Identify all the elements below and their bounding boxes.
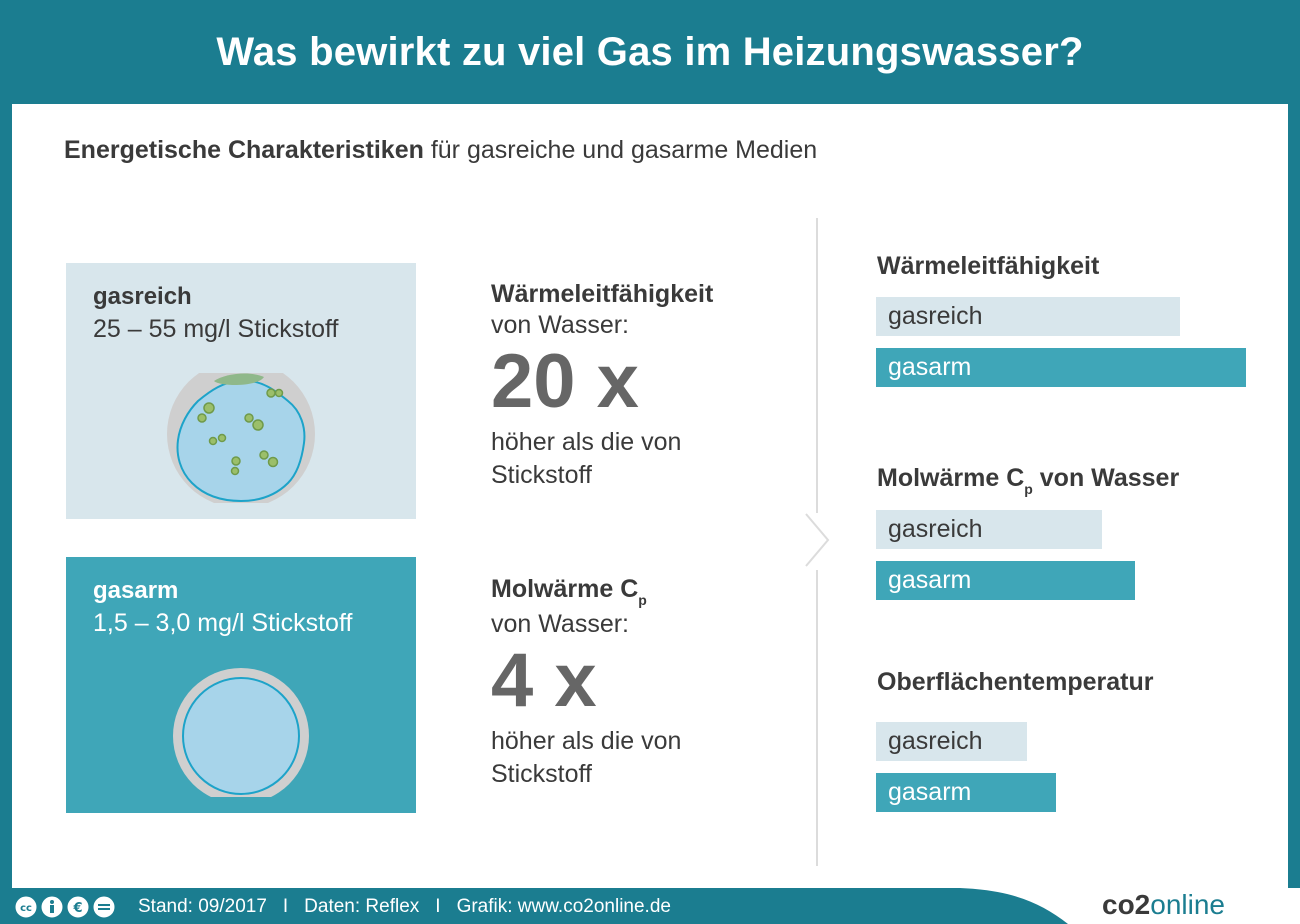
panel-value: 1,5 – 3,0 mg/l Stickstoff xyxy=(93,609,353,637)
footer-daten: Daten: Reflex xyxy=(304,896,420,917)
fact-heading: Molwärme Cp xyxy=(491,575,751,608)
metric-title: Wärmeleitfähigkeit xyxy=(877,252,1100,280)
chevron-right-icon xyxy=(805,513,830,567)
panel-name: gasarm xyxy=(93,577,179,604)
cc-license-icon: cc € xyxy=(14,895,116,919)
logo-part-b: online xyxy=(1150,889,1225,920)
logo-part-a: co2 xyxy=(1102,889,1151,920)
gas-rich-water-icon xyxy=(167,373,315,503)
fact-sub: von Wasser: xyxy=(491,311,630,339)
svg-text:cc: cc xyxy=(20,903,32,914)
fact-description: höher als die von Stickstoff xyxy=(491,727,682,788)
subtitle-bold: Energetische Charakteristiken xyxy=(64,136,424,164)
footer-separator: I xyxy=(282,896,289,917)
footer-stand: Stand: 09/2017 xyxy=(138,896,267,917)
fact-sub: von Wasser: xyxy=(491,610,630,638)
bar-gasreich: gasreich xyxy=(876,297,1180,336)
divider xyxy=(816,570,818,866)
page-title: Was bewirkt zu viel Gas im Heizungswasse… xyxy=(216,30,1084,74)
subtitle: Energetische Charakteristiken für gasrei… xyxy=(64,136,817,165)
fact-multiplier: 20 x xyxy=(491,339,639,424)
panel-gasarm: gasarm 1,5 – 3,0 mg/l Stickstoff xyxy=(66,557,416,813)
metric-title: Molwärme Cp von Wasser xyxy=(877,464,1179,497)
gas-poor-water-icon xyxy=(173,668,309,797)
subtitle-rest: für gasreiche und gasarme Medien xyxy=(423,136,818,164)
panel-value: 25 – 55 mg/l Stickstoff xyxy=(93,315,339,343)
bar-gasarm: gasarm xyxy=(876,773,1056,812)
metric-title: Oberflächentemperatur xyxy=(877,668,1154,696)
svg-text:€: € xyxy=(72,901,82,916)
co2online-logo: co2online xyxy=(1102,889,1225,921)
divider xyxy=(816,218,818,513)
fact-multiplier: 4 x xyxy=(491,638,597,723)
fact-heading-sub: p xyxy=(638,592,647,608)
fact-heading-text: Molwärme C xyxy=(491,575,639,603)
bar-gasreich: gasreich xyxy=(876,722,1027,761)
footer-grafik: Grafik: www.co2online.de xyxy=(456,896,671,917)
metric-title-sub: p xyxy=(1024,481,1033,497)
footer-swoosh xyxy=(960,888,1300,924)
panel-gasreich: gasreich 25 – 55 mg/l Stickstoff xyxy=(66,263,416,519)
panel-name: gasreich xyxy=(93,283,192,310)
footer-credits: Stand: 09/2017 I Daten: Reflex I Grafik: www… xyxy=(138,896,671,918)
metric-title-suffix: von Wasser xyxy=(1032,464,1180,492)
bar-gasreich: gasreich xyxy=(876,510,1102,549)
fact-description: höher als die von Stickstoff xyxy=(491,428,682,489)
bar-gasarm: gasarm xyxy=(876,348,1246,387)
metric-title-prefix: Molwärme C xyxy=(877,464,1025,492)
bar-gasarm: gasarm xyxy=(876,561,1135,600)
fact-molwaerme: Molwärme Cp von Wasser: 4 x höher als di… xyxy=(491,575,751,791)
fact-heading: Wärmeleitfähigkeit xyxy=(491,280,714,308)
footer-separator: I xyxy=(435,896,441,917)
fact-waermeleitfaehigkeit: Wärmeleitfähigkeit von Wasser: 20 x höhe… xyxy=(491,280,751,492)
